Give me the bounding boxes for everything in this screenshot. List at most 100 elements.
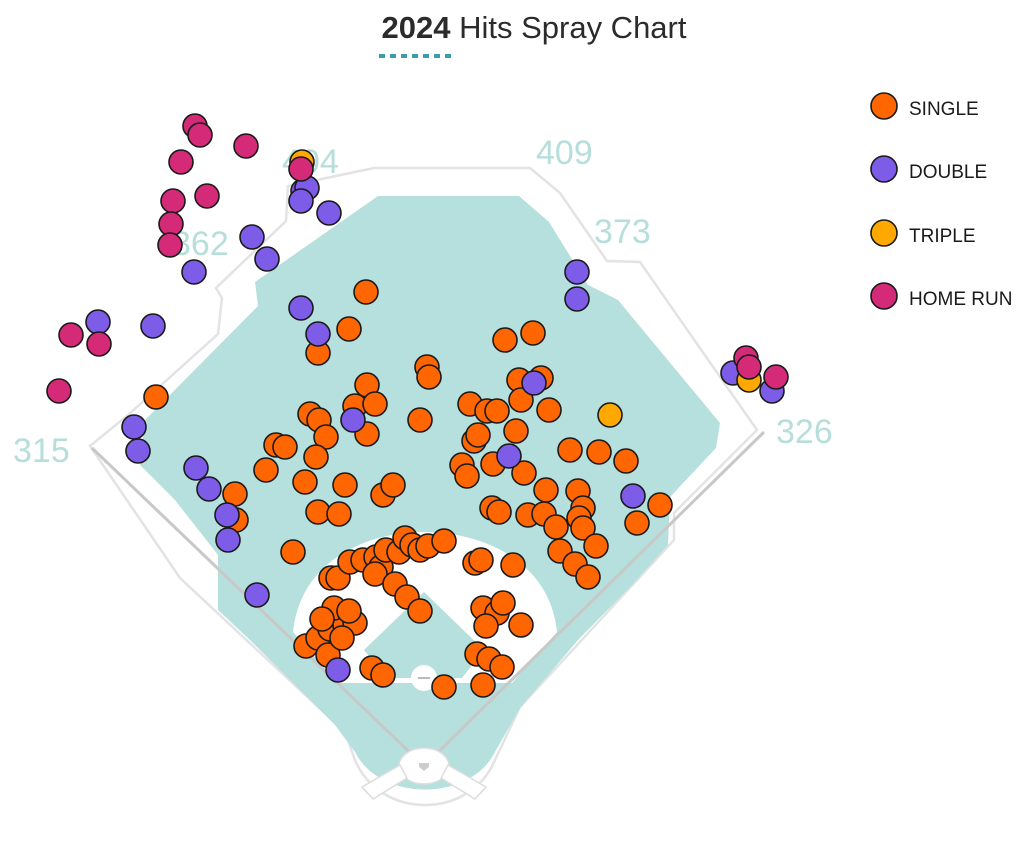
hit-single-58 <box>575 564 601 590</box>
hit-double-21 <box>496 443 522 469</box>
right-batters-box <box>440 763 488 800</box>
hit-single-11 <box>313 424 339 450</box>
title-year: 2024 <box>382 10 452 45</box>
hit-double-8 <box>288 295 314 321</box>
hit-single-48 <box>586 439 612 465</box>
hit-double-3 <box>288 188 314 214</box>
hit-single-1 <box>353 279 379 305</box>
right-foul-line <box>422 430 766 768</box>
hit-single-91 <box>470 672 496 698</box>
hit-double-11 <box>140 313 166 339</box>
hit-single-104 <box>329 625 355 651</box>
hit-single-62 <box>280 539 306 565</box>
legend-label-home-run: HOME RUN <box>909 289 1012 310</box>
hit-single-18 <box>292 469 318 495</box>
legend-marker-triple <box>870 219 898 247</box>
hit-single-87 <box>336 598 362 624</box>
hit-single-2 <box>336 316 362 342</box>
hit-double-6 <box>254 246 280 272</box>
ballpark <box>88 166 766 807</box>
hit-double-5 <box>239 224 265 250</box>
hit-home-run-10 <box>58 322 84 348</box>
hit-double-24 <box>564 286 590 312</box>
hit-single-60 <box>647 492 673 518</box>
hit-home-run-14 <box>736 354 762 380</box>
hit-single-47 <box>557 437 583 463</box>
hit-single-33 <box>484 398 510 424</box>
hit-single-100 <box>490 590 516 616</box>
hit-single-55 <box>583 533 609 559</box>
hit-single-90 <box>431 674 457 700</box>
distance-left-field-line: 315 <box>13 432 70 470</box>
outfield-grass <box>140 196 720 790</box>
hit-single-59 <box>624 510 650 536</box>
distance-right-center: 373 <box>594 213 651 251</box>
hit-home-run-2 <box>187 122 213 148</box>
distance-right-field-line: 326 <box>776 413 833 451</box>
hit-double-19 <box>325 657 351 683</box>
hit-single-19 <box>332 472 358 498</box>
hit-home-run-3 <box>168 149 194 175</box>
hit-single-76 <box>362 561 388 587</box>
legend-item-home-run: HOME RUN <box>870 282 1012 310</box>
hit-single-94 <box>489 654 515 680</box>
hit-single-42 <box>533 477 559 503</box>
hit-markers <box>46 113 789 700</box>
hit-single-25 <box>326 501 352 527</box>
hit-single-35 <box>503 418 529 444</box>
hit-single-34 <box>536 397 562 423</box>
hit-double-12 <box>121 414 147 440</box>
hit-single-49 <box>613 448 639 474</box>
hit-single-16 <box>303 444 329 470</box>
legend-label-triple: TRIPLE <box>909 226 976 247</box>
hit-triple-2 <box>597 402 623 428</box>
home-plate <box>419 763 429 771</box>
hit-single-103 <box>309 606 335 632</box>
hit-double-14 <box>183 455 209 481</box>
hit-single-97 <box>500 552 526 578</box>
hit-double-10 <box>85 309 111 335</box>
hit-double-23 <box>564 259 590 285</box>
hit-home-run-4 <box>233 133 259 159</box>
hit-single-21 <box>380 472 406 498</box>
hit-single-41 <box>511 460 537 486</box>
distance-center-field: 409 <box>536 134 593 172</box>
hit-double-13 <box>125 438 151 464</box>
hit-single-102 <box>473 613 499 639</box>
hit-double-18 <box>244 582 270 608</box>
legend-item-double: DOUBLE <box>870 155 987 183</box>
legend-item-triple: TRIPLE <box>870 219 976 247</box>
hit-single-61 <box>143 384 169 410</box>
hit-single-89 <box>370 662 396 688</box>
hit-double-4 <box>316 200 342 226</box>
hit-double-7 <box>181 259 207 285</box>
hit-single-8 <box>362 391 388 417</box>
hit-single-75 <box>431 528 457 554</box>
legend: SINGLE DOUBLE TRIPLE HOME RUN <box>870 92 1012 310</box>
chart-title: 2024 Hits Spray Chart <box>382 10 687 45</box>
hit-single-37 <box>465 422 491 448</box>
hit-home-run-9 <box>288 156 314 182</box>
outfield-wall <box>88 166 759 807</box>
hit-double-15 <box>196 476 222 502</box>
hit-double-22 <box>521 370 547 396</box>
hit-single-15 <box>272 434 298 460</box>
hit-double-16 <box>214 502 240 528</box>
hit-single-39 <box>454 463 480 489</box>
hit-home-run-5 <box>194 183 220 209</box>
hit-single-96 <box>468 547 494 573</box>
legend-item-single: SINGLE <box>870 92 979 120</box>
legend-marker-home-run <box>870 282 898 310</box>
title-text: Hits Spray Chart <box>450 10 686 45</box>
hit-single-26 <box>492 327 518 353</box>
hit-single-53 <box>543 514 569 540</box>
hit-double-25 <box>620 483 646 509</box>
hit-single-17 <box>253 457 279 483</box>
left-batters-box <box>360 763 408 800</box>
hit-home-run-8 <box>157 232 183 258</box>
hit-double-9 <box>305 321 331 347</box>
hit-single-44 <box>486 499 512 525</box>
hit-home-run-11 <box>86 331 112 357</box>
legend-marker-single <box>870 92 898 120</box>
hit-home-run-12 <box>46 378 72 404</box>
